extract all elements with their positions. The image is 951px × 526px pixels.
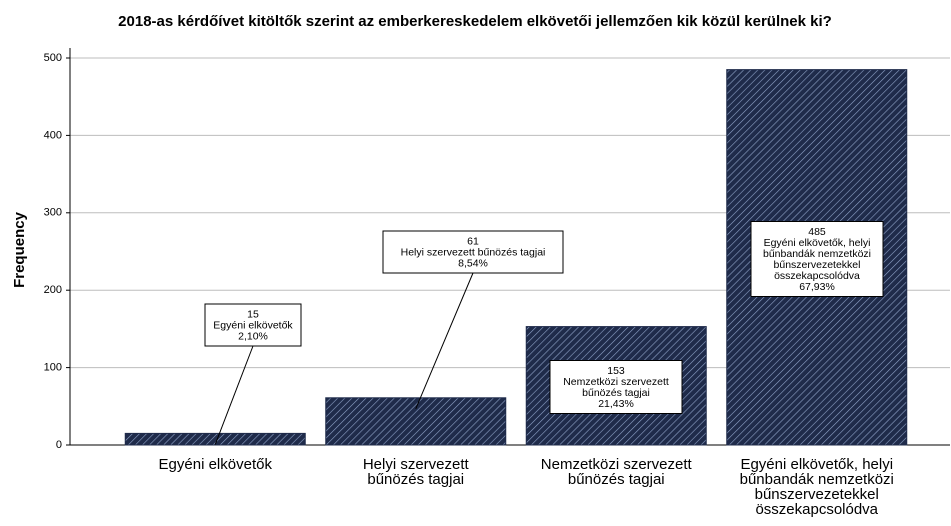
- label-box: [549, 360, 683, 414]
- label-box: [750, 221, 884, 297]
- label-box: [382, 230, 564, 274]
- y-tick-label: 400: [44, 129, 62, 141]
- value-label: 15: [247, 308, 259, 320]
- chart-title: 2018-as kérdőívet kitöltők szerint az em…: [118, 13, 832, 30]
- label-category: Nemzetközi szervezett bűnözés tagjai: [563, 376, 669, 399]
- x-tick-label: Helyi szervezett bűnözés tagjai: [363, 456, 470, 488]
- y-tick-label: 300: [44, 207, 62, 219]
- y-axis-title: Frequency: [11, 211, 28, 288]
- value-label: 61: [467, 235, 479, 247]
- label-category: Helyi szervezett bűnözés tagjai: [401, 246, 546, 258]
- percent-label: 21,43%: [598, 398, 634, 410]
- y-tick-label: 0: [56, 439, 62, 451]
- y-tick-label: 200: [44, 284, 62, 296]
- percent-label: 67,93%: [799, 281, 835, 293]
- x-tick-label: Nemzetközi szervezett bűnözés tagjai: [541, 456, 693, 488]
- leader-line: [415, 272, 474, 409]
- percent-label: 8,54%: [458, 257, 488, 269]
- label-category: Egyéni elkövetők: [213, 319, 293, 331]
- label-box: [204, 303, 302, 347]
- x-tick-label: Egyéni elkövetők: [159, 456, 273, 473]
- value-label: 153: [607, 365, 625, 377]
- y-tick-label: 100: [44, 362, 62, 374]
- bar: [124, 432, 306, 446]
- x-tick-label: Egyéni elkövetők, helyi bűnbandák nemzetk…: [740, 456, 894, 518]
- bar: [325, 397, 507, 446]
- value-label: 485: [808, 226, 826, 238]
- leader-line: [214, 345, 254, 445]
- percent-label: 2,10%: [238, 330, 268, 342]
- label-category: Egyéni elkövetők, helyi bűnbandák nemzetk…: [763, 237, 871, 282]
- y-tick-label: 500: [44, 52, 62, 64]
